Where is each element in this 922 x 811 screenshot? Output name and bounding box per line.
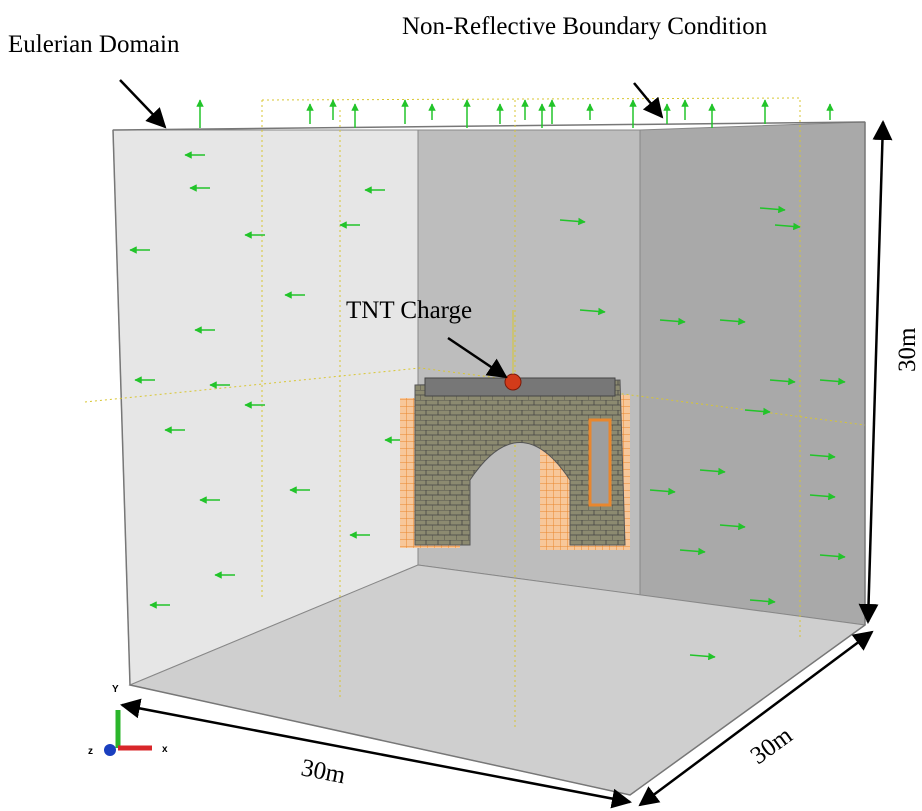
axis-z-label: z xyxy=(88,746,93,757)
triad: Y x z xyxy=(88,684,168,757)
boundary-condition-label: Non-Reflective Boundary Condition xyxy=(402,13,768,40)
dimension-label: 30m xyxy=(299,754,348,789)
figure: Y x z Eulerian Domain Non-Reflective Bou… xyxy=(0,0,922,811)
axis-x-label: x xyxy=(162,744,168,755)
dimension-label: 30m xyxy=(746,722,798,770)
tnt-charge-label: TNT Charge xyxy=(346,297,472,324)
dimension-label: 30m xyxy=(894,327,921,372)
axis-y-label: Y xyxy=(112,684,119,695)
eulerian-domain-label: Eulerian Domain xyxy=(8,31,180,58)
